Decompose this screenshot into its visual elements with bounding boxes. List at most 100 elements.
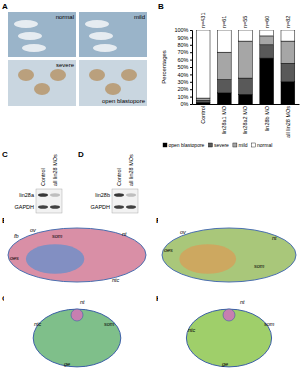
panel-letter: B (158, 2, 164, 11)
embryo (89, 69, 105, 81)
tissue-label: nt (272, 235, 277, 241)
panel-letter: A (2, 2, 8, 11)
panel-letter: D (78, 150, 84, 159)
tick-mark (190, 37, 192, 38)
embryo (121, 69, 137, 81)
embryo (14, 20, 38, 28)
bar-segment (281, 41, 295, 63)
tick: 10% (177, 94, 192, 100)
legend-label: open blastopore (169, 142, 205, 148)
legend: open blastopore severe mild normal (163, 142, 272, 148)
tissue-label: fb (14, 233, 19, 239)
band (114, 205, 124, 209)
tick-mark (190, 45, 192, 46)
tick-label: 70% (177, 49, 188, 55)
legend-label: mild (238, 142, 247, 148)
tick: 30% (177, 79, 192, 85)
axis-line (190, 31, 193, 105)
axis-line (193, 104, 300, 105)
bar-segment (281, 30, 295, 41)
bar-segment (239, 78, 253, 94)
embryo (34, 83, 50, 95)
tick-label: 30% (177, 79, 188, 85)
annotation: n=60 (264, 16, 270, 28)
legend-swatch (233, 143, 237, 147)
axis-title: Percentages (161, 50, 167, 84)
tick: Control (200, 104, 206, 124)
tissue-label: som (254, 263, 265, 269)
tick-mark (190, 89, 192, 90)
tick-label: 10% (177, 94, 188, 100)
tick-label: 100% (174, 27, 188, 33)
tick-label: 90% (177, 35, 188, 41)
band (114, 193, 124, 197)
legend-label: normal (257, 142, 272, 148)
legend-swatch (252, 143, 256, 147)
tick-mark (190, 30, 192, 31)
band (126, 205, 136, 209)
tissue-label: nt (80, 299, 85, 305)
tick-label: 60% (177, 57, 188, 63)
annotation: n=82 (285, 16, 291, 28)
bar-segment (281, 63, 295, 82)
figure: ABCDEFGHnormalmildsevereopen blastopore0… (0, 0, 303, 375)
tick-label: lin28b MO (264, 105, 270, 131)
bar-segment (217, 80, 231, 93)
legend-swatch (208, 143, 212, 147)
section-bg (4, 218, 150, 292)
lane-label: Control (40, 168, 46, 186)
photo (8, 12, 76, 57)
photo (79, 12, 147, 57)
tick-label: 0% (181, 101, 189, 107)
photo-label: open blastopore (102, 98, 146, 104)
photo (79, 60, 147, 106)
bar-segment (239, 41, 253, 78)
section-bg (158, 218, 300, 292)
embryo (93, 44, 117, 52)
tissue-label: ov (180, 229, 187, 235)
tick: 0% (181, 101, 192, 107)
row-label: lin28a (19, 192, 35, 198)
band (126, 193, 136, 197)
tick: 90% (177, 35, 192, 41)
legend-label: severe (214, 142, 229, 148)
photo-label: normal (56, 14, 74, 20)
lane-label: all lin28 MOs (128, 154, 134, 186)
band (50, 193, 60, 197)
tissue (33, 309, 121, 367)
bar-segment (217, 52, 231, 79)
tissue-label: nt (240, 299, 245, 305)
tick: 50% (177, 64, 192, 70)
bar-segment (260, 36, 274, 45)
tick-label: lin28a1 MO (221, 105, 227, 134)
row-label: GAPDH (90, 204, 110, 210)
tick-mark (190, 97, 192, 98)
tick: lin28a1 MO (221, 104, 227, 134)
tick: 80% (177, 42, 192, 48)
tissue-label: ntc (188, 327, 196, 333)
tick-label: all lin28 MOs (285, 106, 291, 138)
tissue-label: som (52, 233, 63, 239)
tick-label: 20% (177, 86, 188, 92)
embryo (22, 44, 46, 52)
bar-segment (260, 30, 274, 36)
panel-letter: C (2, 150, 8, 159)
row-label: GAPDH (14, 204, 34, 210)
tick-mark (190, 74, 192, 75)
bar-segment (239, 94, 253, 104)
tissue-label: nt (122, 231, 127, 237)
lane-label: Control (116, 168, 122, 186)
tissue (26, 244, 84, 274)
tick: 60% (177, 57, 192, 63)
bar-segment (196, 30, 210, 98)
tissue-label: ov (30, 227, 37, 233)
bars (196, 30, 295, 104)
band (50, 205, 60, 209)
embryo (105, 83, 121, 95)
section-bg (158, 296, 300, 372)
tick-mark (190, 60, 192, 61)
bar-segment (281, 82, 295, 104)
tick: 40% (177, 72, 192, 78)
tick-label: 50% (177, 64, 188, 70)
tissue-label: ge (64, 361, 70, 367)
